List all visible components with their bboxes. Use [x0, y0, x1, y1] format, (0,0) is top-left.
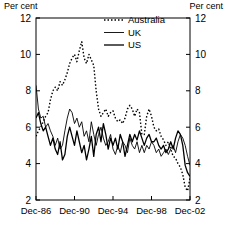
x-tick — [190, 196, 191, 200]
y2-tick — [186, 200, 190, 201]
y-tick — [36, 54, 40, 55]
y-axis-label: Per cent — [4, 1, 38, 11]
y2-tick — [186, 90, 190, 91]
x-tick-label: Dec-94 — [98, 205, 129, 216]
y-tick-label: 8 — [25, 85, 31, 96]
y-tick — [36, 18, 40, 19]
y2-axis-label: Per cent — [189, 1, 223, 11]
y2-tick-label: 2 — [195, 195, 201, 206]
y-tick — [36, 127, 40, 128]
y-tick-label: 10 — [20, 49, 32, 60]
y-tick-label: 4 — [25, 158, 31, 169]
chart: 2 4 6 8 10 12 2 4 6 8 10 12 Per cent Per cent Dec-86 De… — [0, 0, 227, 227]
legend-label: US — [128, 39, 141, 50]
y2-tick — [186, 54, 190, 55]
legend-swatch — [104, 19, 124, 20]
y-tick — [36, 163, 40, 164]
x-tick — [113, 196, 114, 200]
legend-label: Australia — [128, 14, 166, 25]
y2-tick-label: 10 — [195, 49, 207, 60]
y2-tick-label: 4 — [195, 158, 201, 169]
series-line — [36, 42, 190, 191]
x-tick — [151, 196, 152, 200]
series-line — [36, 113, 190, 177]
x-tick-label: Dec-86 — [21, 205, 52, 216]
y-tick — [36, 200, 40, 201]
series-line — [36, 85, 190, 165]
y2-tick-label: 12 — [195, 13, 207, 24]
x-tick — [36, 196, 37, 200]
x-tick — [74, 196, 75, 200]
series-group — [36, 42, 190, 191]
y2-tick-label: 8 — [195, 85, 201, 96]
x-tick-label: Dec-90 — [59, 205, 90, 216]
plot-frame — [36, 18, 190, 200]
y-tick-label: 12 — [20, 13, 32, 24]
legend-label: UK — [128, 27, 142, 38]
legend-swatch — [104, 32, 124, 33]
y2-tick — [186, 18, 190, 19]
y-tick-label: 6 — [25, 122, 31, 133]
x-tick-label: Dec-02 — [175, 205, 206, 216]
y2-tick-label: 6 — [195, 122, 201, 133]
y-tick-label: 2 — [25, 195, 31, 206]
x-tick-label: Dec-98 — [136, 205, 167, 216]
legend-swatch — [104, 44, 124, 45]
y2-tick — [186, 127, 190, 128]
